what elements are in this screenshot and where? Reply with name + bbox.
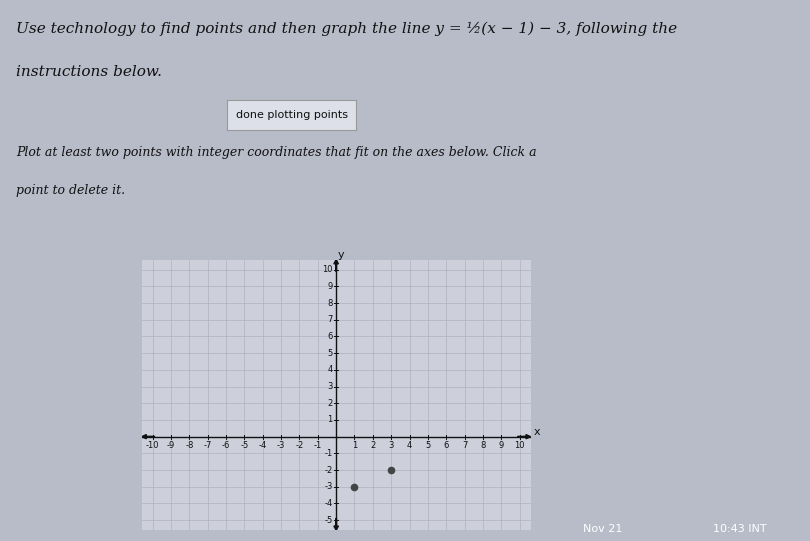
Text: -9: -9 bbox=[167, 441, 175, 450]
Text: -1: -1 bbox=[313, 441, 322, 450]
Text: 5: 5 bbox=[425, 441, 430, 450]
Text: -3: -3 bbox=[277, 441, 285, 450]
Text: -6: -6 bbox=[222, 441, 230, 450]
Text: 1: 1 bbox=[327, 415, 332, 425]
Text: 8: 8 bbox=[327, 299, 332, 308]
Text: -7: -7 bbox=[203, 441, 212, 450]
Text: Plot at least two points with integer coordinates that fit on the axes below. Cl: Plot at least two points with integer co… bbox=[16, 146, 537, 159]
Text: 4: 4 bbox=[407, 441, 412, 450]
Text: -2: -2 bbox=[296, 441, 304, 450]
FancyArrow shape bbox=[518, 434, 531, 439]
Text: -1: -1 bbox=[324, 449, 332, 458]
Text: 7: 7 bbox=[327, 315, 332, 324]
Text: point to delete it.: point to delete it. bbox=[16, 184, 126, 197]
FancyArrow shape bbox=[334, 260, 339, 272]
Text: 9: 9 bbox=[327, 282, 332, 291]
Text: 1: 1 bbox=[352, 441, 357, 450]
Text: -4: -4 bbox=[324, 499, 332, 508]
Text: 3: 3 bbox=[389, 441, 394, 450]
Text: done plotting points: done plotting points bbox=[236, 110, 347, 120]
Text: 9: 9 bbox=[499, 441, 504, 450]
Text: 4: 4 bbox=[327, 365, 332, 374]
Text: -5: -5 bbox=[241, 441, 249, 450]
Text: 10:43 INT: 10:43 INT bbox=[713, 524, 766, 534]
Text: 3: 3 bbox=[327, 382, 332, 391]
Text: -5: -5 bbox=[324, 516, 332, 525]
Text: 6: 6 bbox=[327, 332, 332, 341]
Text: -4: -4 bbox=[258, 441, 267, 450]
Text: Use technology to find points and then graph the line y = ½(x − 1) − 3, followin: Use technology to find points and then g… bbox=[16, 22, 677, 36]
FancyArrow shape bbox=[334, 518, 339, 530]
Text: -10: -10 bbox=[146, 441, 160, 450]
Text: 8: 8 bbox=[480, 441, 485, 450]
Text: 5: 5 bbox=[327, 349, 332, 358]
FancyArrow shape bbox=[142, 434, 155, 439]
Text: instructions below.: instructions below. bbox=[16, 65, 162, 79]
Text: 10: 10 bbox=[514, 441, 525, 450]
Text: -2: -2 bbox=[324, 466, 332, 474]
Text: -8: -8 bbox=[185, 441, 194, 450]
Text: Nov 21: Nov 21 bbox=[583, 524, 623, 534]
Text: x: x bbox=[533, 427, 540, 438]
Text: 10: 10 bbox=[322, 265, 332, 274]
Text: 6: 6 bbox=[444, 441, 449, 450]
Text: 2: 2 bbox=[370, 441, 376, 450]
Text: y: y bbox=[338, 250, 344, 260]
Text: -3: -3 bbox=[324, 482, 332, 491]
Text: 2: 2 bbox=[327, 399, 332, 408]
Text: 7: 7 bbox=[462, 441, 467, 450]
